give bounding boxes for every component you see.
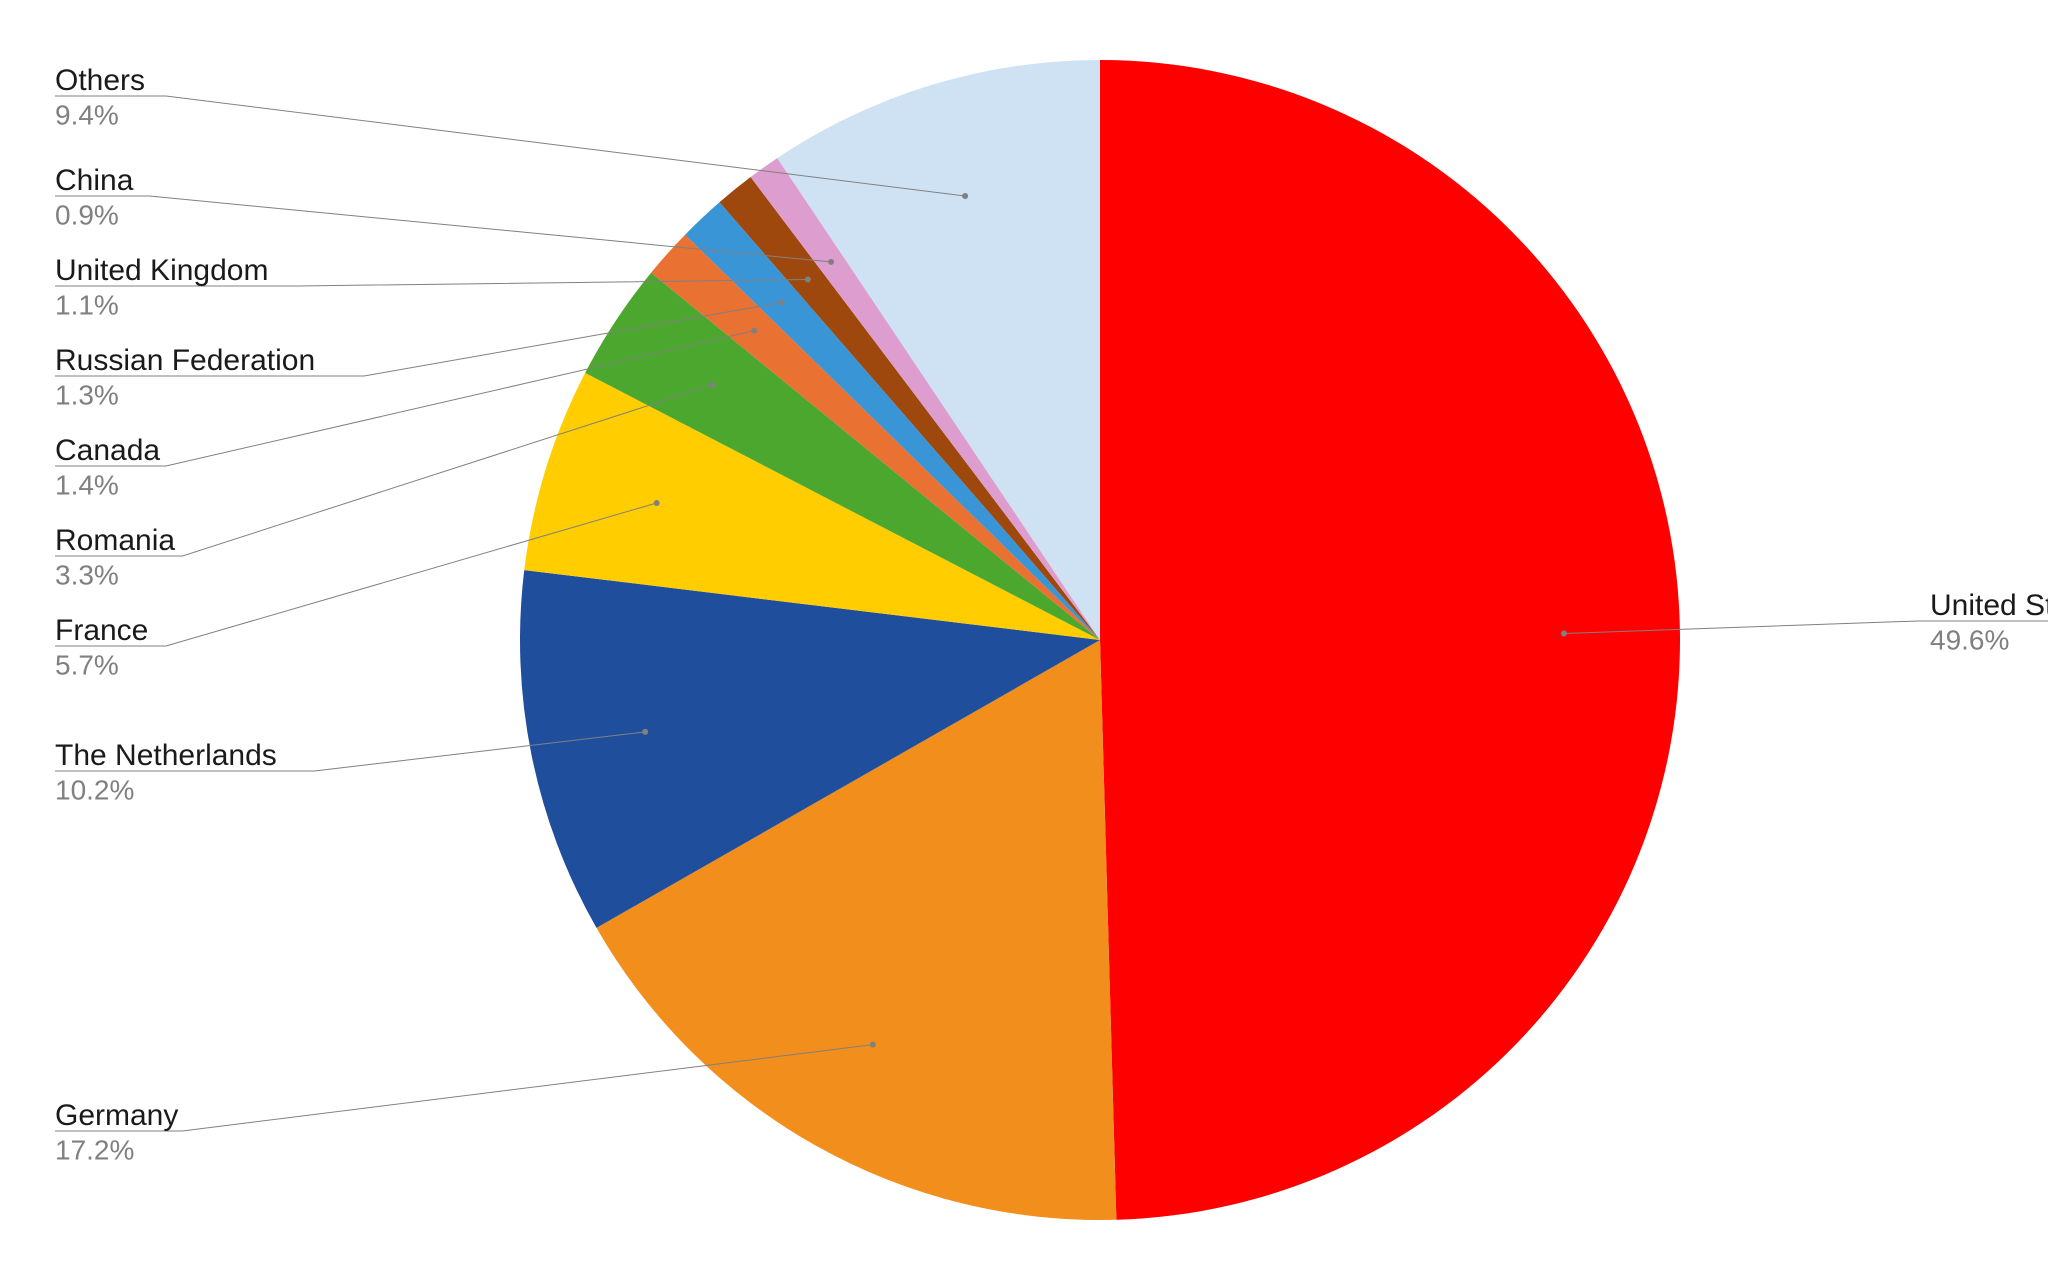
leader-dot <box>709 382 715 388</box>
leader-dot <box>779 300 785 306</box>
slice-label-value: 9.4% <box>55 100 119 131</box>
slice-label-value: 5.7% <box>55 650 119 681</box>
leader-dot <box>642 729 648 735</box>
leader-dot <box>828 259 834 265</box>
pie-slices <box>520 60 1680 1220</box>
slice-label-value: 1.4% <box>55 470 119 501</box>
leader-dot <box>654 500 660 506</box>
slice-label-value: 0.9% <box>55 200 119 231</box>
leader-dot <box>805 277 811 283</box>
slice-label-name: United Kingdom <box>55 254 268 287</box>
slice-label-name: Canada <box>55 434 160 467</box>
slice-label-value: 17.2% <box>55 1135 134 1166</box>
slice-label-name: Germany <box>55 1099 178 1132</box>
pie-slice <box>1100 60 1680 1220</box>
slice-label-name: The Netherlands <box>55 739 277 772</box>
slice-label-value: 1.1% <box>55 290 119 321</box>
slice-label-name: Others <box>55 64 145 97</box>
leader-dot <box>1561 630 1567 636</box>
pie-chart: United States49.6% Germany17.2% The Nether… <box>0 0 2048 1266</box>
leader-dot <box>751 328 757 334</box>
slice-label-name: Russian Federation <box>55 344 315 377</box>
slice-label-value: 10.2% <box>55 775 134 806</box>
slice-label-value: 3.3% <box>55 560 119 591</box>
slice-label-name: United States <box>1930 589 2048 622</box>
slice-label-value: 49.6% <box>1930 625 2009 656</box>
slice-label-name: China <box>55 164 134 197</box>
slice-label-value: 1.3% <box>55 380 119 411</box>
slice-label-name: Romania <box>55 524 175 557</box>
slice-label-name: France <box>55 614 148 647</box>
leader-dot <box>962 193 968 199</box>
leader-dot <box>870 1042 876 1048</box>
